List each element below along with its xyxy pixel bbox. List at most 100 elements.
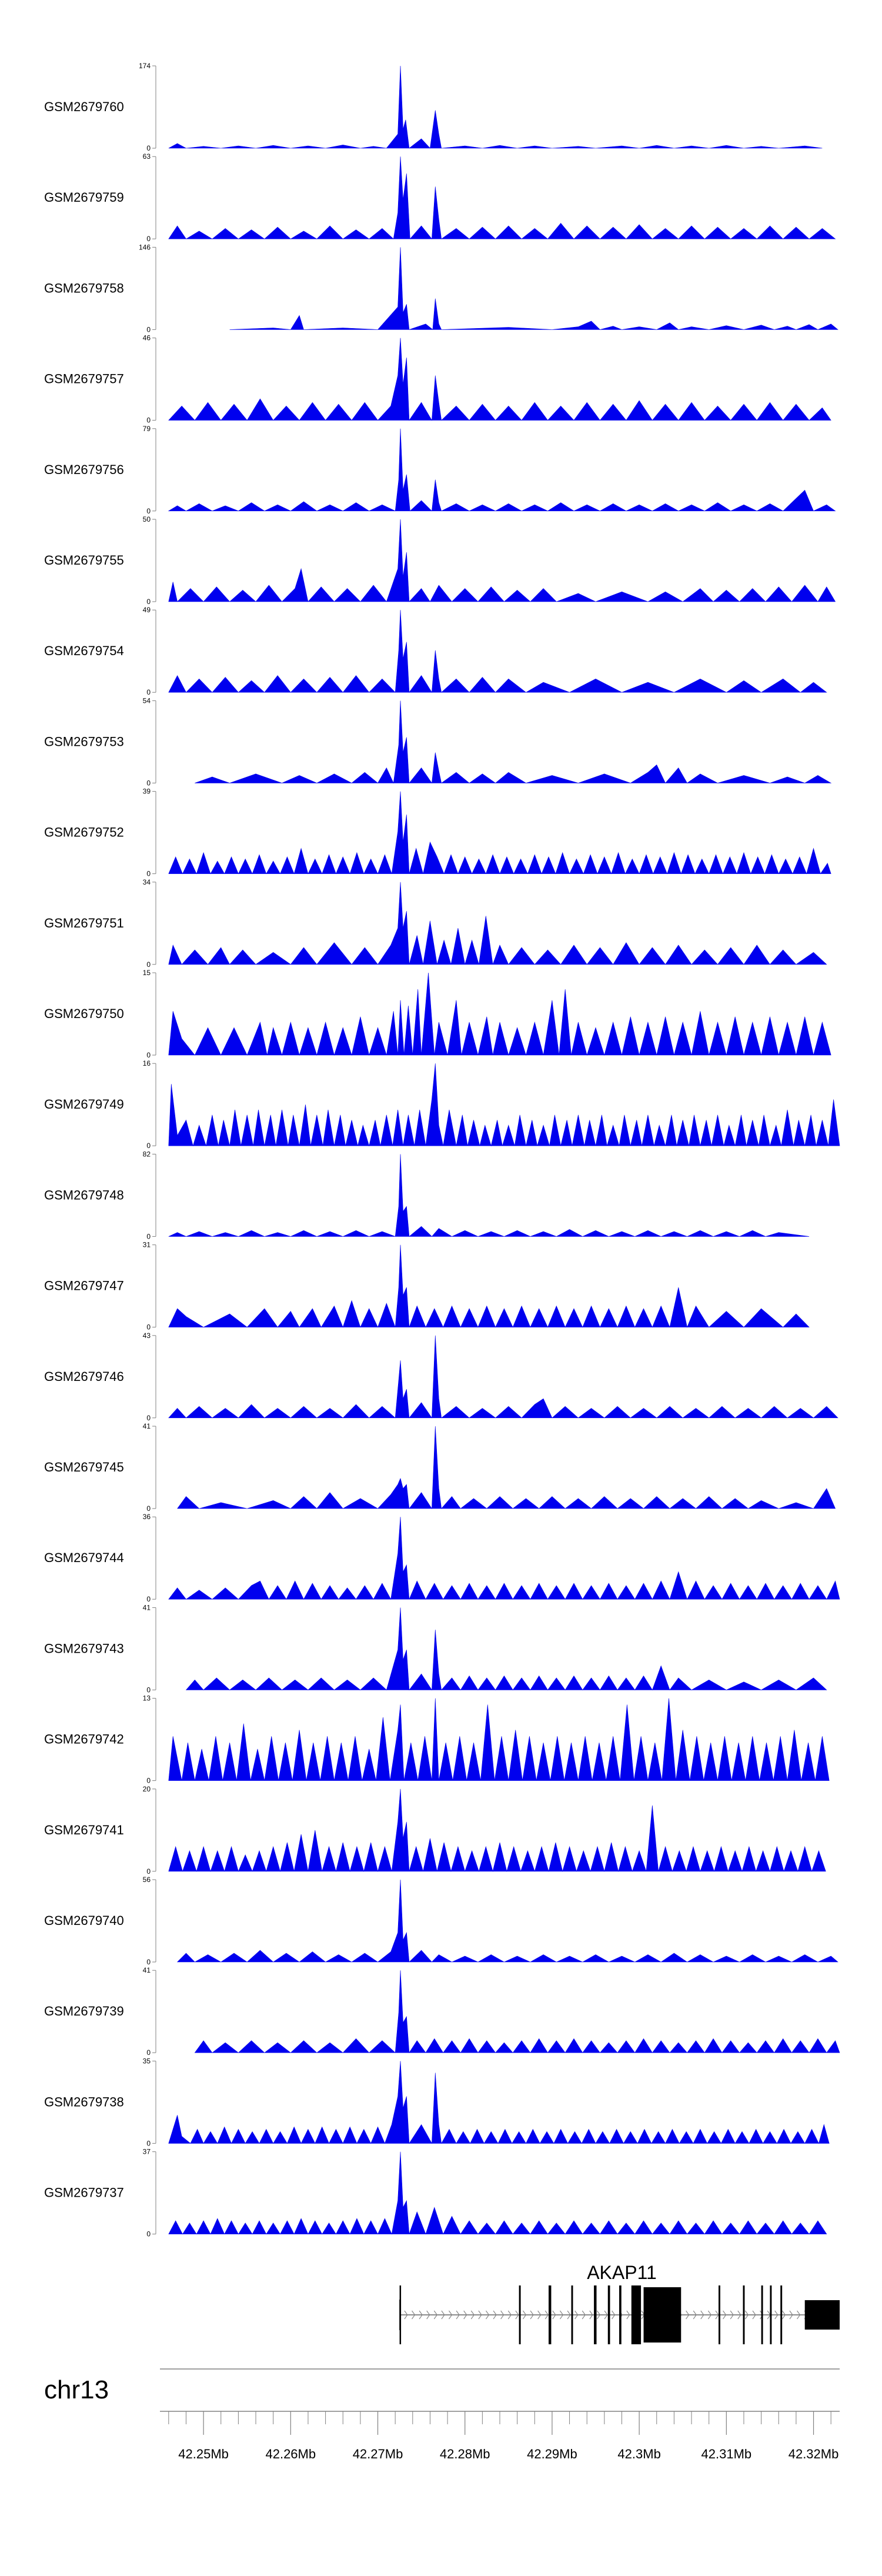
gene-exon [761,2285,763,2344]
track-GSM2679740: GSM2679740 56 0 [44,1876,838,1966]
strand-arrow [715,2310,719,2320]
coverage-area [168,1788,826,1872]
y-tick-label-max: 15 [143,969,151,977]
strand-arrow [700,2310,704,2320]
coverage-area [168,1244,810,1328]
coverage-area [177,1426,836,1509]
track-label: GSM2679750 [44,1006,124,1021]
y-tick-label-min: 0 [146,1777,151,1785]
track-label: GSM2679754 [44,643,124,658]
y-tick-label-min: 0 [146,598,151,606]
x-tick-label: 42.27Mb [353,2447,403,2461]
coverage-area [195,700,832,784]
track-GSM2679751: GSM2679751 34 0 [44,878,827,969]
track-label: GSM2679739 [44,2004,124,2018]
y-tick-label-max: 20 [143,1785,151,1793]
track-label: GSM2679759 [44,190,124,205]
coverage-area [168,1063,840,1147]
strand-arrow [626,2310,630,2320]
y-tick-label-min: 0 [146,2139,151,2147]
strand-arrow [596,2310,601,2320]
y-tick-label-max: 63 [143,152,151,161]
track-label: GSM2679757 [44,372,124,386]
x-tick-label: 42.29Mb [527,2447,577,2461]
strand-arrow [574,2310,579,2320]
track-GSM2679757: GSM2679757 46 0 [44,334,831,425]
track-GSM2679745: GSM2679745 41 0 [44,1422,836,1513]
y-tick-label-min: 0 [146,1232,151,1240]
strand-arrow [737,2310,741,2320]
track-label: GSM2679740 [44,1913,124,1928]
coverage-area [168,882,827,965]
strand-arrow [589,2310,593,2320]
y-tick-label-max: 82 [143,1150,151,1158]
x-tick-label: 42.32Mb [789,2447,839,2461]
track-GSM2679760: GSM2679760 174 0 [44,62,823,152]
y-tick-label-max: 36 [143,1513,151,1521]
track-label: GSM2679742 [44,1732,124,1747]
y-tick-label-max: 13 [143,1694,151,1703]
y-tick-label-max: 41 [143,1603,151,1611]
track-GSM2679738: GSM2679738 35 0 [44,2057,830,2147]
strand-arrow [500,2310,505,2320]
strand-arrow [404,2310,408,2320]
strand-arrow [537,2310,542,2320]
strand-arrow [544,2310,549,2320]
y-tick-label-min: 0 [146,1142,151,1150]
strand-arrow [470,2310,475,2320]
y-tick-label-min: 0 [146,416,151,425]
y-tick-label-min: 0 [146,144,151,152]
strand-arrow [781,2310,786,2320]
strand-arrow [604,2310,608,2320]
coverage-area [168,428,836,512]
strand-arrow [797,2310,801,2320]
track-label: GSM2679760 [44,99,124,114]
strand-arrow [789,2310,793,2320]
gene-exon [607,2285,610,2344]
y-tick-label-min: 0 [146,1595,151,1603]
strand-arrow [693,2310,697,2320]
track-GSM2679759: GSM2679759 63 0 [44,152,836,243]
x-tick-label: 42.26Mb [265,2447,316,2461]
gene-exon [519,2285,521,2344]
gene-label: AKAP11 [587,2262,657,2283]
y-tick-label-min: 0 [146,688,151,696]
strand-arrow [419,2310,423,2320]
strand-arrow [426,2310,430,2320]
y-tick-label-max: 56 [143,1876,151,1884]
strand-arrow [612,2310,616,2320]
track-label: GSM2679752 [44,825,124,840]
chromosome-label: chr13 [44,2375,109,2404]
coverage-area [168,2151,827,2235]
strand-arrow [552,2310,556,2320]
coverage-area [168,65,823,149]
y-tick-label-max: 50 [143,515,151,523]
track-label: GSM2679758 [44,281,124,295]
strand-arrow [507,2310,512,2320]
track-label: GSM2679753 [44,734,124,749]
y-tick-label-max: 41 [143,1966,151,1974]
coverage-tracks: GSM26797601740GSM2679759630GSM2679758146… [44,62,840,2238]
strand-arrow [441,2310,445,2320]
strand-arrow [774,2310,779,2320]
track-GSM2679758: GSM2679758 146 0 [44,243,838,333]
track-GSM2679756: GSM2679756 79 0 [44,425,836,515]
track-GSM2679752: GSM2679752 39 0 [44,788,831,878]
y-tick-label-max: 41 [143,1422,151,1430]
x-tick-label: 42.25Mb [178,2447,229,2461]
strand-arrow [567,2310,571,2320]
strand-arrow [730,2310,734,2320]
strand-arrow [707,2310,712,2320]
coverage-area [168,972,831,1056]
strand-arrow [456,2310,460,2320]
track-GSM2679749: GSM2679749 16 0 [44,1059,840,1150]
strand-arrow [515,2310,519,2320]
y-tick-label-min: 0 [146,960,151,969]
y-tick-label-max: 39 [143,788,151,796]
track-GSM2679742: GSM2679742 13 0 [44,1694,830,1785]
y-tick-label-min: 0 [146,2230,151,2238]
track-GSM2679746: GSM2679746 43 0 [44,1332,838,1422]
track-GSM2679753: GSM2679753 54 0 [44,696,832,787]
strand-arrow [493,2310,497,2320]
y-tick-label-max: 35 [143,2057,151,2065]
